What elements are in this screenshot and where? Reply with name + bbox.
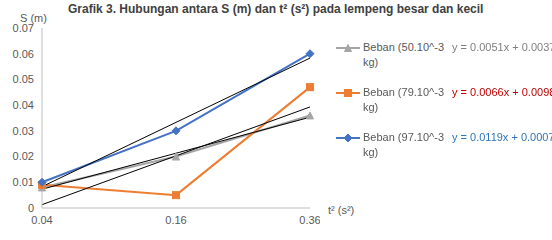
html-text:Beban (50.10^-3 kg): Beban (50.10^-3 kg) — [363, 41, 444, 68]
svg-text:0: 0 — [28, 202, 34, 214]
svg-text:0.03: 0.03 — [13, 125, 34, 137]
svg-text:0.07: 0.07 — [13, 22, 34, 34]
svg-text:0.05: 0.05 — [13, 73, 34, 85]
html-text:Grafik 3. Hubungan antara S (m: Grafik 3. Hubungan antara S (m) dan t² (… — [68, 2, 484, 16]
svg-text:0.01: 0.01 — [13, 176, 34, 188]
svg-text:0.36: 0.36 — [299, 214, 320, 226]
svg-text:0.16: 0.16 — [165, 214, 186, 226]
html-text:Beban (79.10^-3 kg): Beban (79.10^-3 kg) — [363, 86, 444, 113]
html-text:Beban (97.10^-3 kg): Beban (97.10^-3 kg) — [363, 131, 444, 158]
svg-text:0.02: 0.02 — [13, 150, 34, 162]
html-text:S (m): S (m) — [20, 12, 47, 24]
html-text:t² (s²): t² (s²) — [328, 204, 355, 216]
svg-text:0.04: 0.04 — [13, 99, 34, 111]
svg-text:0.06: 0.06 — [13, 48, 34, 60]
svg-text:0.04: 0.04 — [31, 214, 52, 226]
